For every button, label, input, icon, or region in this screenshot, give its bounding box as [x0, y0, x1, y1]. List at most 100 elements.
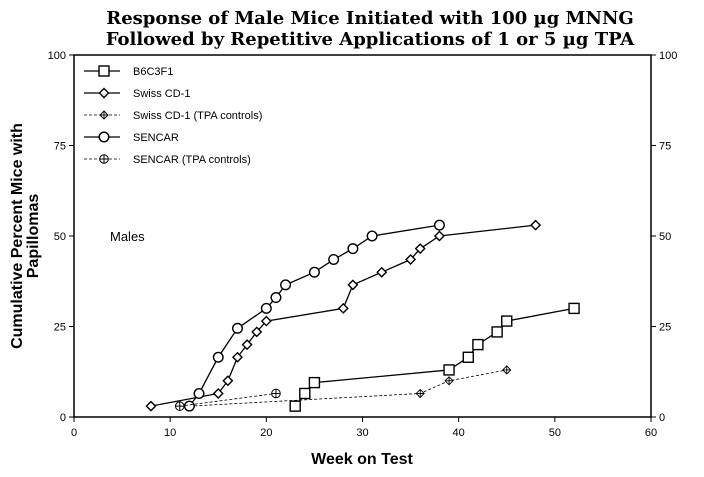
data-point	[530, 219, 542, 231]
data-point	[347, 243, 359, 255]
y-axis-ticks: 0 25 50 75 100	[48, 50, 74, 424]
data-point	[433, 230, 445, 242]
right-tick: 50	[651, 231, 671, 243]
right-tick: 0	[651, 412, 665, 424]
x-tick: 0	[71, 417, 77, 439]
data-point	[280, 279, 292, 291]
data-point	[174, 401, 185, 411]
series-2	[145, 219, 542, 412]
y-tick-label: 0	[60, 412, 66, 424]
y-tick: 100	[48, 50, 74, 62]
data-point	[145, 400, 157, 412]
right-tick-label: 75	[659, 141, 671, 153]
x-tick-label: 50	[549, 427, 561, 439]
data-point	[444, 376, 454, 386]
data-point	[193, 387, 205, 399]
legend-label: SENCAR	[133, 132, 179, 144]
legend-marker	[99, 154, 109, 164]
x-tick: 30	[356, 417, 369, 439]
series-line	[189, 369, 507, 407]
series-layer	[145, 219, 580, 412]
legend-entry: Swiss CD-1 (TPA controls)	[84, 110, 262, 122]
title-line-2: Followed by Repetitive Applications of 1…	[106, 29, 636, 50]
legend-entry: SENCAR	[84, 131, 179, 144]
data-point	[271, 388, 281, 399]
y-tick: 25	[54, 322, 74, 334]
data-point	[270, 292, 282, 304]
data-point	[260, 315, 272, 327]
y-tick: 0	[60, 412, 74, 424]
data-point	[337, 302, 349, 314]
data-point	[212, 351, 224, 363]
series-5	[174, 388, 281, 411]
right-tick-label: 50	[659, 231, 671, 243]
data-point	[328, 254, 340, 266]
y-axis-label-line-2: Papillomas	[25, 194, 42, 279]
x-tick-label: 60	[645, 427, 657, 439]
x-tick: 10	[164, 417, 176, 439]
right-tick: 25	[651, 322, 671, 334]
data-point	[491, 326, 503, 338]
data-point	[308, 376, 321, 389]
y-axis-label-line-1: Cumulative Percent Mice with	[9, 123, 26, 349]
data-point	[289, 400, 301, 412]
data-point	[472, 338, 484, 351]
series-line	[179, 393, 277, 407]
series-line	[150, 224, 536, 407]
males-annotation: Males	[110, 229, 145, 244]
x-tick: 20	[260, 417, 272, 439]
y-axis-label: Cumulative Percent Mice with Papillomas	[9, 123, 42, 349]
legend: B6C3F1 Swiss CD-1 Swiss CD-1 (TPA controls…	[84, 65, 262, 166]
data-point	[376, 266, 388, 278]
data-point	[231, 322, 243, 334]
legend-label: SENCAR (TPA controls)	[133, 154, 251, 166]
x-tick-label: 0	[71, 427, 77, 439]
data-point	[347, 279, 359, 291]
legend-marker	[98, 65, 110, 77]
x-tick: 60	[645, 417, 657, 439]
series-4	[183, 219, 445, 412]
x-tick: 40	[453, 417, 465, 439]
y-tick-label: 75	[54, 141, 66, 153]
data-point	[414, 243, 426, 255]
data-point	[251, 326, 263, 338]
right-tick-label: 25	[659, 322, 671, 334]
data-point	[231, 351, 243, 363]
data-point	[212, 387, 224, 399]
y-tick-label: 50	[54, 231, 66, 243]
x-axis-ticks: 0 10 20 30 40 50 60	[71, 417, 657, 439]
data-point	[462, 351, 474, 363]
x-tick-label: 10	[164, 427, 176, 439]
legend-marker	[98, 87, 110, 99]
y-tick: 50	[54, 231, 74, 243]
data-point	[222, 375, 234, 387]
y-tick-label: 100	[48, 50, 66, 62]
legend-label: Swiss CD-1 (TPA controls)	[133, 110, 262, 122]
legend-entry: B6C3F1	[84, 65, 173, 78]
legend-marker	[98, 131, 110, 143]
x-tick-label: 30	[356, 427, 368, 439]
series-1	[289, 302, 580, 412]
right-axis-ticks: 0 25 50 75 100	[651, 50, 677, 424]
data-point	[502, 365, 512, 375]
legend-label: Swiss CD-1	[133, 88, 190, 100]
right-tick-label: 0	[659, 412, 665, 424]
legend-entry: SENCAR (TPA controls)	[84, 154, 251, 166]
y-tick: 75	[54, 141, 74, 153]
y-tick-label: 25	[54, 322, 66, 334]
data-point	[183, 400, 195, 412]
right-tick: 100	[651, 50, 677, 62]
data-point	[568, 302, 580, 315]
series-3	[184, 365, 512, 411]
data-point	[308, 266, 320, 278]
title-line-1: Response of Male Mice Initiated with 100…	[106, 8, 634, 29]
legend-entry: Swiss CD-1	[84, 87, 190, 100]
x-axis-label: Week on Test	[311, 451, 413, 468]
series-line	[294, 307, 575, 407]
data-point	[501, 315, 513, 327]
right-tick: 75	[651, 141, 671, 153]
x-tick: 50	[549, 417, 561, 439]
legend-label: B6C3F1	[133, 66, 173, 78]
data-point	[433, 219, 445, 231]
